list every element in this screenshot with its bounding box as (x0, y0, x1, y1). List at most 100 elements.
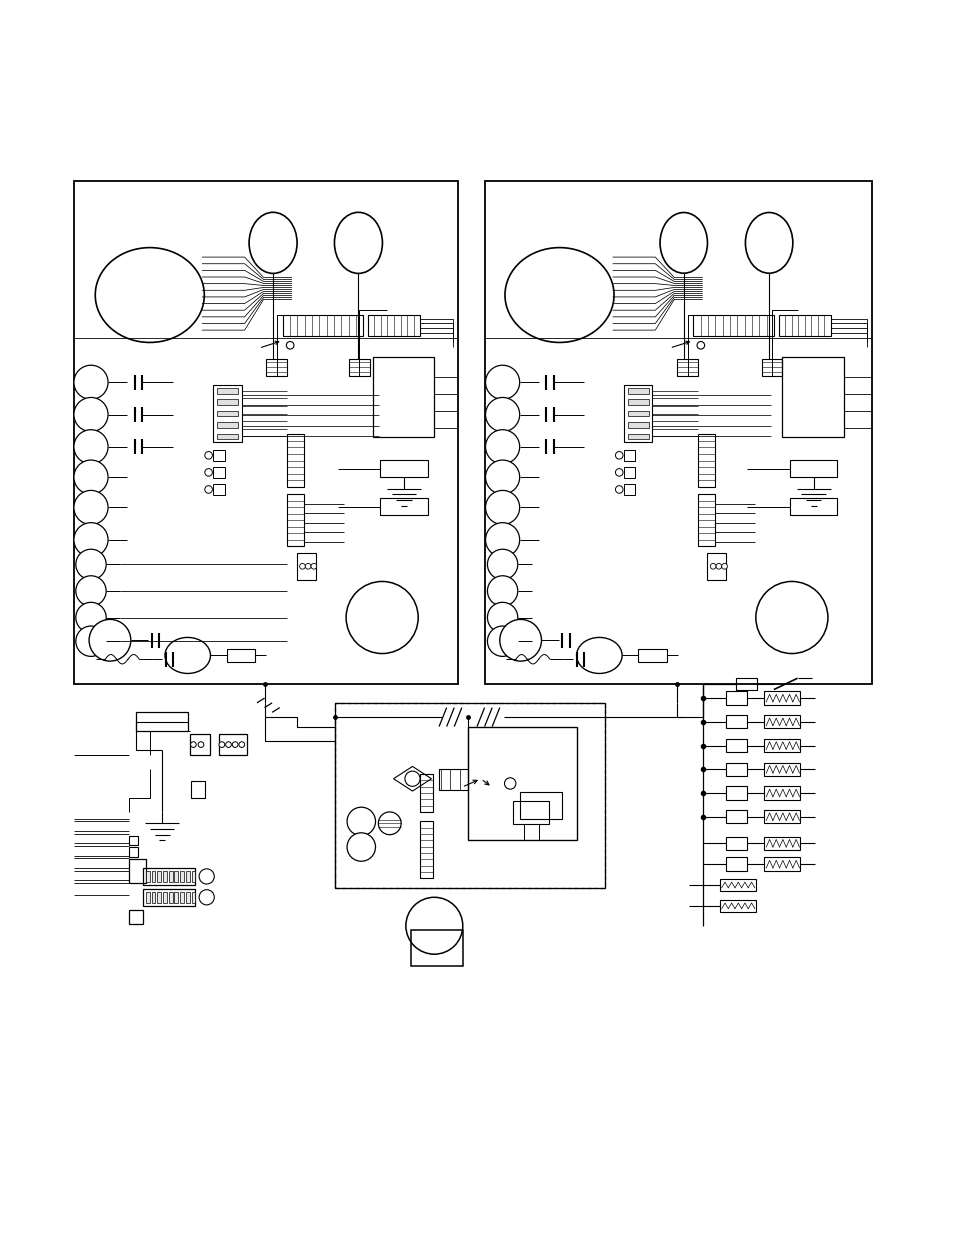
Bar (763, 787, 800, 799)
Bar (349, 358, 370, 375)
Circle shape (404, 771, 419, 787)
Circle shape (487, 603, 517, 632)
Bar (163, 871, 167, 882)
Bar (627, 422, 648, 427)
Bar (778, 315, 830, 336)
Bar (174, 871, 178, 882)
Ellipse shape (576, 637, 621, 673)
Bar (213, 385, 241, 442)
Circle shape (73, 366, 108, 399)
Circle shape (697, 342, 704, 350)
Circle shape (75, 626, 106, 656)
Circle shape (485, 461, 519, 494)
Bar (174, 892, 178, 903)
Circle shape (305, 563, 311, 569)
Circle shape (73, 522, 108, 557)
Bar (186, 871, 190, 882)
Bar (781, 357, 843, 437)
Bar (129, 860, 146, 883)
Bar (627, 433, 648, 440)
Bar (763, 692, 800, 705)
Circle shape (75, 576, 106, 606)
Bar (763, 857, 800, 871)
Bar (763, 836, 800, 850)
Bar (135, 713, 188, 731)
Bar (763, 762, 800, 776)
Circle shape (499, 620, 541, 661)
Circle shape (405, 898, 462, 955)
Bar (623, 450, 635, 461)
Bar (725, 836, 746, 850)
Bar (760, 358, 781, 375)
Bar (725, 810, 746, 824)
Bar (677, 358, 698, 375)
Circle shape (75, 603, 106, 632)
Bar (698, 494, 715, 546)
Bar (213, 450, 225, 461)
Bar (513, 800, 549, 824)
Bar (380, 461, 427, 477)
Ellipse shape (744, 212, 792, 273)
Ellipse shape (249, 212, 296, 273)
Bar (163, 892, 167, 903)
Bar (438, 769, 467, 790)
Bar (143, 889, 195, 905)
Bar (192, 892, 195, 903)
Circle shape (233, 742, 237, 747)
Bar (410, 930, 462, 966)
Bar (213, 467, 225, 478)
Bar (217, 411, 237, 416)
Bar (693, 315, 773, 336)
Bar (217, 399, 237, 405)
Bar (763, 715, 800, 729)
Ellipse shape (659, 212, 707, 273)
Circle shape (487, 626, 517, 656)
Bar (129, 836, 138, 845)
Bar (169, 892, 172, 903)
Circle shape (755, 582, 827, 653)
Circle shape (487, 550, 517, 579)
Bar (373, 357, 434, 437)
Circle shape (238, 742, 244, 747)
Circle shape (485, 366, 519, 399)
Circle shape (73, 490, 108, 525)
Bar (623, 467, 635, 478)
Bar (467, 726, 576, 840)
Bar (419, 821, 433, 878)
Bar (180, 892, 184, 903)
Bar (287, 435, 304, 487)
Circle shape (487, 576, 517, 606)
Bar (282, 315, 363, 336)
Circle shape (286, 342, 294, 350)
Bar (623, 484, 635, 495)
Bar (217, 422, 237, 427)
Bar (169, 871, 172, 882)
Bar (735, 678, 756, 689)
Bar (157, 871, 161, 882)
Bar (720, 879, 755, 890)
Bar (725, 762, 746, 776)
Bar (217, 433, 237, 440)
Bar (191, 781, 205, 798)
Bar (763, 810, 800, 824)
Ellipse shape (504, 247, 614, 342)
Circle shape (615, 452, 622, 459)
Circle shape (504, 778, 516, 789)
Bar (698, 435, 715, 487)
Bar (519, 792, 561, 819)
Bar (725, 739, 746, 752)
Bar (623, 385, 652, 442)
Circle shape (89, 620, 131, 661)
Bar (186, 892, 190, 903)
Bar (725, 715, 746, 729)
Bar (129, 847, 138, 857)
Bar (266, 358, 287, 375)
Bar (192, 871, 195, 882)
Bar (720, 900, 755, 911)
Bar (627, 411, 648, 416)
Bar (725, 787, 746, 799)
Bar (73, 182, 457, 684)
Bar (419, 774, 433, 811)
Bar (707, 553, 725, 579)
Circle shape (219, 742, 225, 747)
